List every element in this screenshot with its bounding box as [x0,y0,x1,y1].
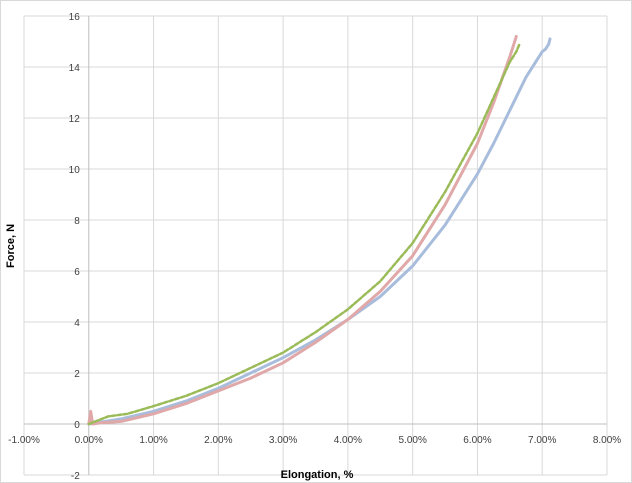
x-tick-label: 6.00% [463,435,491,446]
series-line-3 [87,42,521,426]
x-tick-label: 3.00% [269,435,297,446]
y-tick-label: 14 [69,63,81,74]
y-tick-label: 6 [74,267,80,278]
x-tick-label: 8.00% [593,435,621,446]
y-tick-label: 0 [74,420,80,431]
axes [24,16,607,475]
y-tick-label: 8 [74,216,80,227]
y-axis-title: Force, N [5,224,17,268]
series-line-1 [87,37,552,426]
tick-labels: -1.00% 0.00% 1.00% 2.00% 3.00% 4.00% 5.00% 6.00… [8,12,621,482]
gridlines [23,15,608,476]
x-tick-label: -1.00% [8,435,40,446]
x-tick-label: 5.00% [398,435,426,446]
x-tick-label: 0.00% [75,435,103,446]
y-tick-label: 4 [74,318,80,329]
y-tick-label: 12 [69,114,81,125]
x-tick-label: 4.00% [334,435,362,446]
y-tick-label: 2 [74,369,80,380]
x-tick-label: 1.00% [139,435,167,446]
series-line-2 [87,34,518,426]
series-lines [87,34,552,426]
x-tick-label: 2.00% [204,435,232,446]
x-tick-label: 7.00% [528,435,556,446]
y-tick-label: 10 [69,165,81,176]
y-tick-label: 16 [69,12,81,23]
y-tick-label: -2 [71,471,80,482]
x-axis-title: Elongation, % [281,469,354,481]
